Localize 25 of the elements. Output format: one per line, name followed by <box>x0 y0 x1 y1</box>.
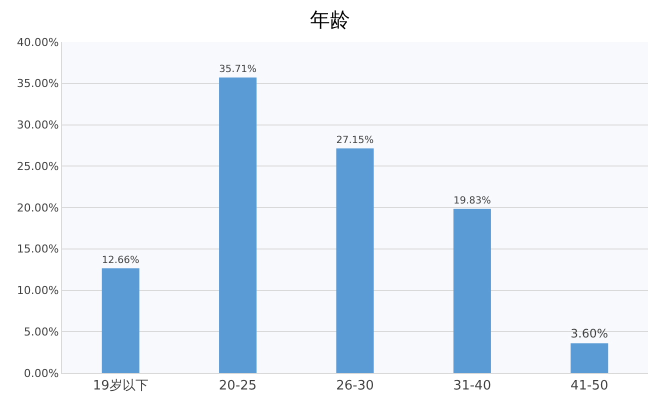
x-tick-label: 41-50 <box>570 378 608 394</box>
y-tick-label: 35.00% <box>16 77 59 90</box>
y-tick-label: 0.00% <box>24 366 59 380</box>
y-tick-label: 20.00% <box>16 201 59 214</box>
y-tick-label: 15.00% <box>16 242 59 256</box>
data-label: 27.15% <box>336 134 374 146</box>
data-label: 35.71% <box>219 64 257 76</box>
x-tick-label: 26-30 <box>336 378 374 394</box>
bar <box>102 268 140 373</box>
x-tick-label: 19岁以下 <box>92 378 148 394</box>
y-tick-label: 25.00% <box>16 160 59 173</box>
data-label: 12.66% <box>102 254 140 266</box>
y-tick-label: 40.00% <box>16 36 59 49</box>
data-label: 19.83% <box>453 195 491 206</box>
y-tick-label: 30.00% <box>16 118 59 132</box>
bar <box>219 78 257 373</box>
y-tick-label: 10.00% <box>16 284 59 298</box>
bar <box>570 343 608 373</box>
bar <box>453 208 491 373</box>
chart-title: 年龄 <box>310 7 350 32</box>
data-label: 3.60% <box>570 326 608 340</box>
y-tick-label: 5.00% <box>24 325 59 338</box>
x-tick-label: 20-25 <box>218 378 257 394</box>
bar <box>336 148 374 373</box>
x-tick-label: 31-40 <box>453 378 492 394</box>
